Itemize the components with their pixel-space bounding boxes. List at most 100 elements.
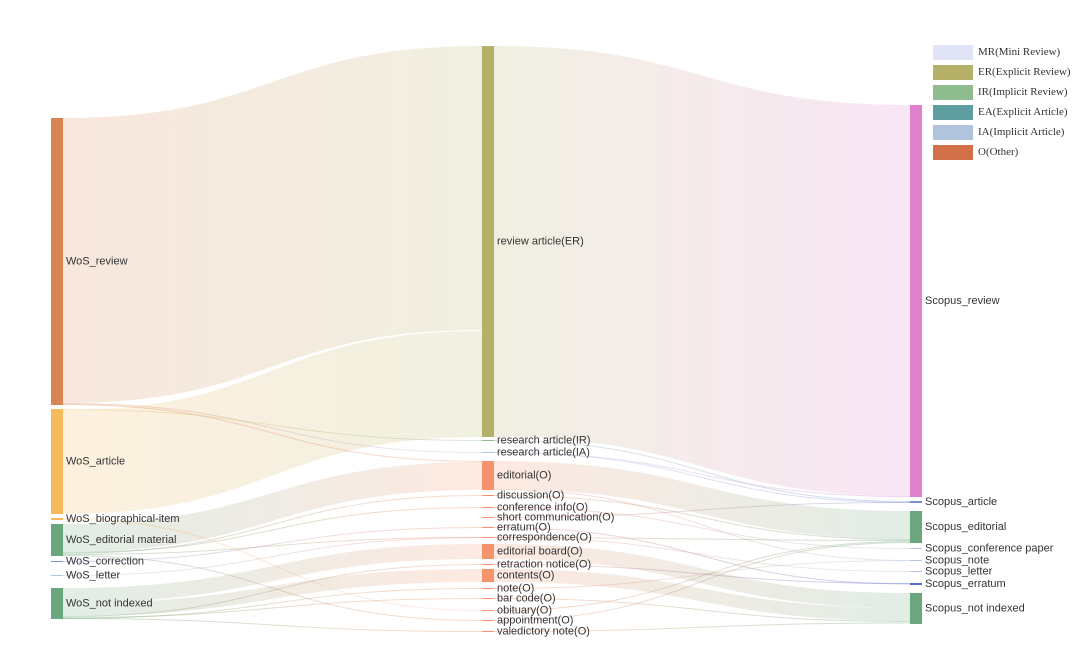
node-label-editorial-o: editorial(O)	[497, 469, 551, 481]
node-editorial-o[interactable]	[482, 461, 494, 490]
node-label-retraction-notice-o: retraction notice(O)	[497, 558, 591, 570]
link-wos-not-indexed-to-contents-o[interactable]	[63, 569, 482, 616]
node-label-conference-info-o: conference info(O)	[497, 501, 588, 513]
node-label-research-article-ia: research article(IA)	[497, 446, 590, 458]
legend-swatch	[933, 44, 973, 60]
node-note-o[interactable]	[482, 588, 494, 589]
legend-item-mr[interactable]: MR(Mini Review)	[933, 42, 1071, 62]
legend-swatch	[933, 84, 973, 100]
legend-item-er[interactable]: ER(Explicit Review)	[933, 62, 1071, 82]
node-obituary-o[interactable]	[482, 610, 494, 611]
link-editorial-o-to-scopus-editorial[interactable]	[494, 461, 910, 539]
node-label-scopus-erratum: Scopus_erratum	[925, 578, 1006, 590]
node-label-scopus-conference-paper: Scopus_conference paper	[925, 542, 1054, 554]
link-research-article-ir-to-scopus-article[interactable]	[493, 440, 911, 502]
link-wos-correction-to-erratum-o[interactable]	[62, 527, 483, 562]
legend-item-ir[interactable]: IR(Implicit Review)	[933, 82, 1071, 102]
legend-item-ea[interactable]: EA(Explicit Article)	[933, 102, 1071, 122]
node-label-scopus-article: Scopus_article	[925, 496, 997, 508]
node-review-article-er[interactable]	[482, 46, 494, 437]
node-research-article-ir[interactable]	[482, 440, 494, 441]
node-label-note-o: note(O)	[497, 582, 534, 594]
link-research-article-ia-to-scopus-review[interactable]	[493, 452, 911, 497]
link-contents-o-to-scopus-not-indexed[interactable]	[494, 569, 910, 621]
node-scopus-erratum[interactable]	[910, 583, 922, 585]
node-scopus-not-indexed[interactable]	[910, 593, 922, 624]
link-editorial-o-to-scopus-note[interactable]	[493, 489, 911, 561]
link-obituary-o-to-scopus-editorial[interactable]	[493, 541, 911, 611]
node-wos-letter[interactable]	[51, 575, 63, 576]
node-erratum-o[interactable]	[482, 527, 494, 528]
node-correspondence-o[interactable]	[482, 537, 494, 538]
link-wos-biographical-item-to-obituary-o[interactable]	[63, 518, 482, 611]
node-label-bar-code-o: bar code(O)	[497, 592, 556, 604]
link-bar-code-o-to-scopus-not-indexed[interactable]	[493, 598, 911, 622]
legend-label: IR(Implicit Review)	[978, 86, 1068, 98]
legend-item-o[interactable]: O(Other)	[933, 142, 1071, 162]
node-short-communication-o[interactable]	[482, 517, 494, 518]
node-label-wos-editorial-material: WoS_editorial material	[66, 534, 176, 546]
legend-label: EA(Explicit Article)	[978, 106, 1068, 118]
legend-item-ia[interactable]: IA(Implicit Article)	[933, 122, 1071, 142]
link-wos-review-to-research-article-ia[interactable]	[62, 403, 483, 453]
link-wos-not-indexed-to-valedictory-note-o[interactable]	[62, 618, 483, 632]
link-correspondence-o-to-scopus-editorial[interactable]	[493, 537, 911, 541]
legend-swatch	[933, 64, 973, 80]
link-appointment-o-to-scopus-editorial[interactable]	[493, 542, 911, 621]
node-retraction-notice-o[interactable]	[482, 564, 494, 565]
node-label-scopus-review: Scopus_review	[925, 295, 1000, 307]
node-wos-not-indexed[interactable]	[51, 588, 63, 619]
node-valedictory-note-o[interactable]	[482, 631, 494, 632]
link-short-communication-o-to-scopus-article[interactable]	[493, 502, 911, 518]
node-scopus-letter[interactable]	[910, 571, 922, 572]
node-contents-o[interactable]	[482, 569, 494, 582]
node-scopus-conference-paper[interactable]	[910, 548, 922, 549]
node-conference-info-o[interactable]	[482, 507, 494, 508]
legend-label: IA(Implicit Article)	[978, 126, 1065, 138]
legend: MR(Mini Review) ER(Explicit Review) IR(I…	[933, 42, 1071, 162]
link-wos-not-indexed-to-note-o[interactable]	[62, 588, 483, 619]
link-discussion-o-to-scopus-editorial[interactable]	[493, 495, 911, 540]
node-label-correspondence-o: correspondence(O)	[497, 531, 592, 543]
node-appointment-o[interactable]	[482, 620, 494, 621]
link-valedictory-note-o-to-scopus-not-indexed[interactable]	[493, 622, 911, 632]
links-layer	[62, 46, 911, 632]
link-wos-letter-to-correspondence-o[interactable]	[62, 537, 483, 576]
node-bar-code-o[interactable]	[482, 598, 494, 599]
node-label-wos-letter: WoS_letter	[66, 569, 121, 581]
link-wos-article-to-research-article-ir[interactable]	[62, 409, 483, 441]
node-scopus-review[interactable]	[910, 105, 922, 497]
node-label-editorial-board-o: editorial board(O)	[497, 545, 583, 557]
node-label-scopus-editorial: Scopus_editorial	[925, 521, 1006, 533]
link-wos-editorial-material-to-discussion-o[interactable]	[62, 495, 483, 554]
link-erratum-o-to-scopus-erratum[interactable]	[493, 527, 911, 585]
node-research-article-ia[interactable]	[482, 452, 494, 453]
legend-label: MR(Mini Review)	[978, 46, 1061, 58]
node-label-appointment-o: appointment(O)	[497, 614, 573, 626]
link-wos-review-to-editorial-o[interactable]	[62, 404, 483, 462]
link-wos-review-to-review-article-er[interactable]	[63, 46, 482, 403]
node-wos-article[interactable]	[51, 409, 63, 514]
node-label-research-article-ir: research article(IR)	[497, 434, 591, 446]
link-correspondence-o-to-scopus-letter[interactable]	[493, 537, 911, 572]
node-scopus-editorial[interactable]	[910, 511, 922, 543]
node-wos-biographical-item[interactable]	[51, 518, 63, 520]
link-wos-not-indexed-to-editorial-board-o[interactable]	[63, 544, 482, 603]
node-editorial-board-o[interactable]	[482, 544, 494, 559]
node-wos-editorial-material[interactable]	[51, 524, 63, 556]
node-discussion-o[interactable]	[482, 495, 494, 496]
link-wos-article-to-review-article-er[interactable]	[63, 331, 482, 514]
node-label-contents-o: contents(O)	[497, 569, 554, 581]
link-note-o-to-scopus-note[interactable]	[493, 560, 911, 589]
legend-swatch	[933, 124, 973, 140]
node-wos-correction[interactable]	[51, 561, 63, 562]
node-scopus-note[interactable]	[910, 560, 922, 561]
link-review-article-er-to-scopus-review[interactable]	[494, 46, 910, 496]
legend-swatch	[933, 144, 973, 160]
node-scopus-article[interactable]	[910, 501, 922, 503]
node-wos-review[interactable]	[51, 118, 63, 405]
link-wos-editorial-material-to-correspondence-o[interactable]	[62, 537, 483, 555]
link-wos-not-indexed-to-retraction-notice-o[interactable]	[62, 564, 483, 617]
node-label-wos-not-indexed: WoS_not indexed	[66, 597, 153, 609]
